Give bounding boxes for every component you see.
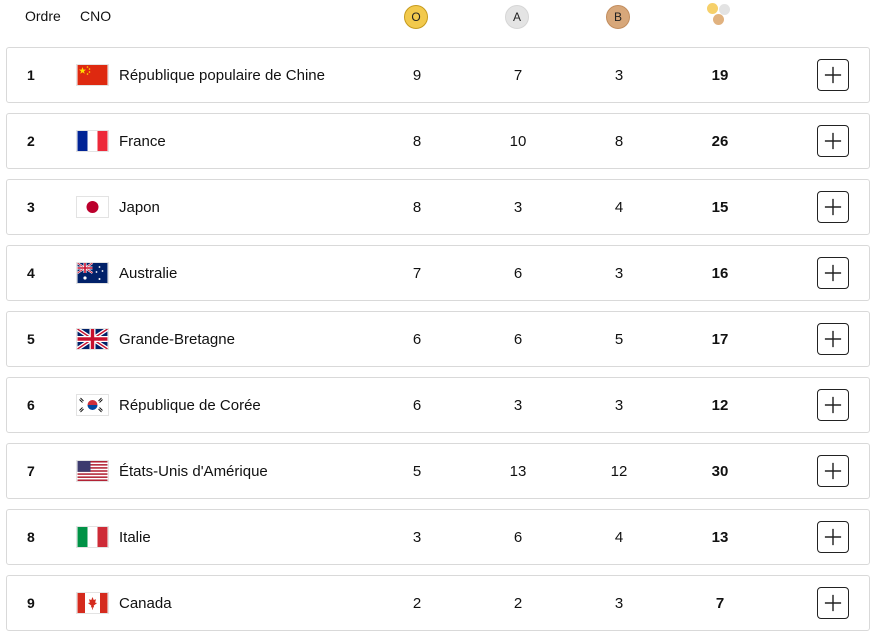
country-name: Australie xyxy=(119,264,178,282)
usa-flag-icon xyxy=(77,461,108,481)
canada-flag-icon xyxy=(77,593,108,613)
table-row: 8 Italie 3 6 4 13 xyxy=(6,509,870,565)
total-medals-header-icon xyxy=(705,3,735,29)
china-flag-icon xyxy=(77,65,108,85)
expand-row-button[interactable] xyxy=(817,521,849,553)
gold-count: 8 xyxy=(412,198,422,216)
plus-icon xyxy=(824,594,842,612)
expand-row-button[interactable] xyxy=(817,587,849,619)
table-row: 3 Japon 8 3 4 15 xyxy=(6,179,870,235)
table-row: 5 Grande-Bretagne 6 6 5 17 xyxy=(6,311,870,367)
country-name: États-Unis d'Amérique xyxy=(119,462,268,480)
bronze-count: 12 xyxy=(610,462,628,480)
rank-cell: 3 xyxy=(27,199,35,215)
rank-cell: 7 xyxy=(27,463,35,479)
plus-icon xyxy=(824,264,842,282)
gold-count: 2 xyxy=(412,594,422,612)
expand-row-button[interactable] xyxy=(817,191,849,223)
silver-count: 7 xyxy=(513,66,523,84)
total-count: 12 xyxy=(711,396,729,414)
silver-count: 6 xyxy=(513,264,523,282)
table-row: 2 France 8 10 8 26 xyxy=(6,113,870,169)
silver-count: 13 xyxy=(509,462,527,480)
table-row: 1 République populaire de Chine 9 7 3 19 xyxy=(6,47,870,103)
rank-column-header: Ordre xyxy=(25,8,61,24)
silver-medal-header-icon: A xyxy=(505,5,529,29)
gold-medal-header-icon: O xyxy=(404,5,428,29)
gold-count: 9 xyxy=(412,66,422,84)
gold-count: 3 xyxy=(412,528,422,546)
bronze-count: 4 xyxy=(614,528,624,546)
expand-row-button[interactable] xyxy=(817,257,849,289)
gold-count: 5 xyxy=(412,462,422,480)
total-count: 17 xyxy=(711,330,729,348)
silver-count: 3 xyxy=(513,198,523,216)
plus-icon xyxy=(824,66,842,84)
rank-cell: 4 xyxy=(27,265,35,281)
gold-count: 8 xyxy=(412,132,422,150)
gold-count: 7 xyxy=(412,264,422,282)
noc-column-header: CNO xyxy=(80,8,112,24)
plus-icon xyxy=(824,198,842,216)
plus-icon xyxy=(824,528,842,546)
bronze-count: 3 xyxy=(614,594,624,612)
bronze-count: 3 xyxy=(614,264,624,282)
plus-icon xyxy=(824,330,842,348)
rank-cell: 5 xyxy=(27,331,35,347)
bronze-count: 4 xyxy=(614,198,624,216)
france-flag-icon xyxy=(77,131,108,151)
korea-flag-icon xyxy=(77,395,108,415)
total-count: 19 xyxy=(711,66,729,84)
japan-flag-icon xyxy=(77,197,108,217)
rank-cell: 2 xyxy=(27,133,35,149)
table-row: 4 Australie 7 6 3 16 xyxy=(6,245,870,301)
gold-count: 6 xyxy=(412,330,422,348)
total-count: 15 xyxy=(711,198,729,216)
rank-cell: 9 xyxy=(27,595,35,611)
country-name: Canada xyxy=(119,594,172,612)
expand-row-button[interactable] xyxy=(817,59,849,91)
gold-count: 6 xyxy=(412,396,422,414)
bronze-count: 3 xyxy=(614,396,624,414)
country-name: République populaire de Chine xyxy=(119,66,325,84)
great-britain-flag-icon xyxy=(77,329,108,349)
country-name: Japon xyxy=(119,198,160,216)
medal-table-header: Ordre CNO O A B xyxy=(0,0,893,34)
rank-cell: 8 xyxy=(27,529,35,545)
silver-count: 3 xyxy=(513,396,523,414)
rank-cell: 1 xyxy=(27,67,35,83)
silver-count: 10 xyxy=(509,132,527,150)
total-count: 7 xyxy=(715,594,725,612)
plus-icon xyxy=(824,132,842,150)
australia-flag-icon xyxy=(77,263,108,283)
country-name: Italie xyxy=(119,528,151,546)
country-name: Grande-Bretagne xyxy=(119,330,235,348)
bronze-count: 3 xyxy=(614,66,624,84)
total-count: 16 xyxy=(711,264,729,282)
total-count: 30 xyxy=(711,462,729,480)
country-name: République de Corée xyxy=(119,396,261,414)
table-row: 7 États-Unis d'Amérique 5 13 12 30 xyxy=(6,443,870,499)
expand-row-button[interactable] xyxy=(817,389,849,421)
rank-cell: 6 xyxy=(27,397,35,413)
bronze-count: 5 xyxy=(614,330,624,348)
bronze-count: 8 xyxy=(614,132,624,150)
table-row: 6 République de Corée 6 3 3 12 xyxy=(6,377,870,433)
expand-row-button[interactable] xyxy=(817,125,849,157)
silver-count: 6 xyxy=(513,528,523,546)
expand-row-button[interactable] xyxy=(817,323,849,355)
table-row: 9 Canada 2 2 3 7 xyxy=(6,575,870,631)
bronze-medal-header-icon: B xyxy=(606,5,630,29)
total-count: 26 xyxy=(711,132,729,150)
italy-flag-icon xyxy=(77,527,108,547)
silver-count: 6 xyxy=(513,330,523,348)
plus-icon xyxy=(824,462,842,480)
country-name: France xyxy=(119,132,166,150)
silver-count: 2 xyxy=(513,594,523,612)
total-count: 13 xyxy=(711,528,729,546)
medal-table: 1 République populaire de Chine 9 7 3 19… xyxy=(6,47,870,641)
expand-row-button[interactable] xyxy=(817,455,849,487)
plus-icon xyxy=(824,396,842,414)
